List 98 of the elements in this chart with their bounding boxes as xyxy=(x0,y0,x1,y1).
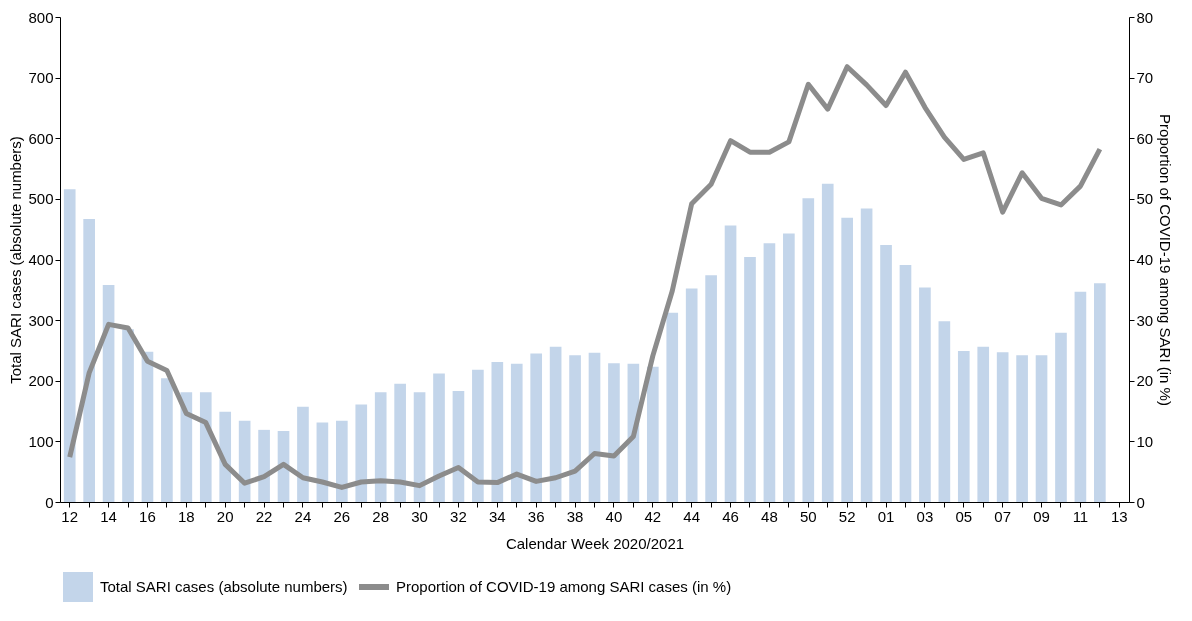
bar xyxy=(472,369,484,502)
bar xyxy=(744,257,756,502)
y-tick-label: 300 xyxy=(28,311,54,329)
x-tick-label: 01 xyxy=(877,507,895,525)
x-tick-label: 46 xyxy=(722,507,739,525)
bar xyxy=(297,406,309,502)
bar xyxy=(783,233,795,502)
bar xyxy=(258,429,270,502)
y2-tick-label: 0 xyxy=(1136,493,1145,511)
x-tick-label: 32 xyxy=(450,507,467,525)
bar xyxy=(608,363,620,502)
bar xyxy=(433,373,445,502)
x-tick-label: 13 xyxy=(1110,507,1128,525)
x-tick-label: 03 xyxy=(916,507,934,525)
bar xyxy=(724,225,737,502)
x-tick-label: 38 xyxy=(566,507,584,525)
bar xyxy=(685,288,698,502)
y-tick-label: 500 xyxy=(28,190,54,208)
bar xyxy=(413,392,426,502)
bar xyxy=(666,312,679,502)
y-tick-label: 0 xyxy=(45,493,54,511)
x-tick-label: 50 xyxy=(799,507,817,525)
y2-tick-label: 40 xyxy=(1136,251,1154,268)
bar xyxy=(1094,283,1106,502)
x-tick-label: 44 xyxy=(683,507,701,525)
x-axis-title: Calendar Week 2020/2021 xyxy=(505,534,685,552)
x-tick-label: 30 xyxy=(411,507,428,525)
bar xyxy=(199,392,212,502)
y-tick-label: 800 xyxy=(28,8,54,26)
x-tick-label: 16 xyxy=(139,507,156,525)
bar xyxy=(802,198,815,502)
x-tick-label: 48 xyxy=(761,507,778,525)
bar xyxy=(996,352,1009,502)
bar xyxy=(394,383,406,502)
legend-label: Total SARI cases (absolute numbers) xyxy=(100,578,348,595)
bar xyxy=(957,351,970,502)
x-tick-label: 42 xyxy=(644,507,662,525)
y2-axis-title: Proportion of COVID-19 among SARI (in %) xyxy=(1157,114,1175,406)
x-tick-label: 07 xyxy=(994,507,1012,525)
bar xyxy=(1055,332,1067,502)
x-tick-label: 36 xyxy=(527,507,545,525)
y2-tick-label: 10 xyxy=(1136,432,1154,450)
x-tick-label: 09 xyxy=(1033,507,1050,525)
bar xyxy=(977,346,990,502)
y2-tick-label: 80 xyxy=(1136,8,1154,26)
bar xyxy=(83,218,95,502)
bar xyxy=(705,275,717,502)
x-tick-label: 40 xyxy=(605,507,623,525)
bar xyxy=(588,352,601,502)
y-tick-label: 700 xyxy=(28,69,54,87)
y2-tick-label: 30 xyxy=(1136,311,1154,329)
bar xyxy=(646,366,659,502)
y-axis-title: Total SARI cases (absolute numbers) xyxy=(7,136,25,384)
y-tick-label: 200 xyxy=(28,372,54,390)
bar xyxy=(355,404,368,502)
bar xyxy=(1074,291,1087,502)
bar xyxy=(141,351,154,502)
bar xyxy=(1035,355,1048,502)
bar xyxy=(763,243,776,502)
x-tick-label: 24 xyxy=(294,507,312,525)
y-tick-label: 600 xyxy=(28,129,54,147)
x-tick-label: 18 xyxy=(177,507,195,525)
y2-tick-label: 60 xyxy=(1136,129,1154,147)
y2-tick-label: 70 xyxy=(1136,69,1154,87)
y-tick-label: 400 xyxy=(28,251,54,268)
x-tick-label: 26 xyxy=(333,507,351,525)
bar xyxy=(821,183,834,502)
bar xyxy=(510,363,523,502)
bar xyxy=(63,189,76,502)
bar xyxy=(1016,355,1028,502)
x-tick-label: 14 xyxy=(100,507,117,525)
bar xyxy=(102,284,115,502)
bar xyxy=(161,378,173,502)
bar xyxy=(549,346,562,502)
bar xyxy=(122,329,134,502)
x-tick-label: 11 xyxy=(1072,507,1089,525)
bar xyxy=(569,355,581,502)
y2-tick-label: 20 xyxy=(1136,372,1154,390)
bar xyxy=(938,321,951,502)
x-tick-label: 28 xyxy=(372,507,390,525)
bar xyxy=(491,361,504,502)
bar xyxy=(374,392,387,502)
bar xyxy=(899,264,912,502)
x-tick-label: 12 xyxy=(61,507,79,525)
x-tick-label: 05 xyxy=(955,507,973,525)
bar xyxy=(530,353,543,502)
bar xyxy=(919,287,931,502)
x-tick-label: 34 xyxy=(488,507,506,525)
x-tick-label: 20 xyxy=(216,507,234,525)
bar xyxy=(860,208,873,502)
x-tick-label: 22 xyxy=(255,507,273,525)
bar xyxy=(880,244,892,502)
y-tick-label: 100 xyxy=(28,432,54,450)
bar xyxy=(336,420,348,502)
x-tick-label: 52 xyxy=(838,507,856,525)
legend-label: Proportion of COVID-19 among SARI cases (in %) xyxy=(396,578,732,595)
bar xyxy=(841,217,853,502)
y2-tick-label: 50 xyxy=(1136,190,1154,208)
